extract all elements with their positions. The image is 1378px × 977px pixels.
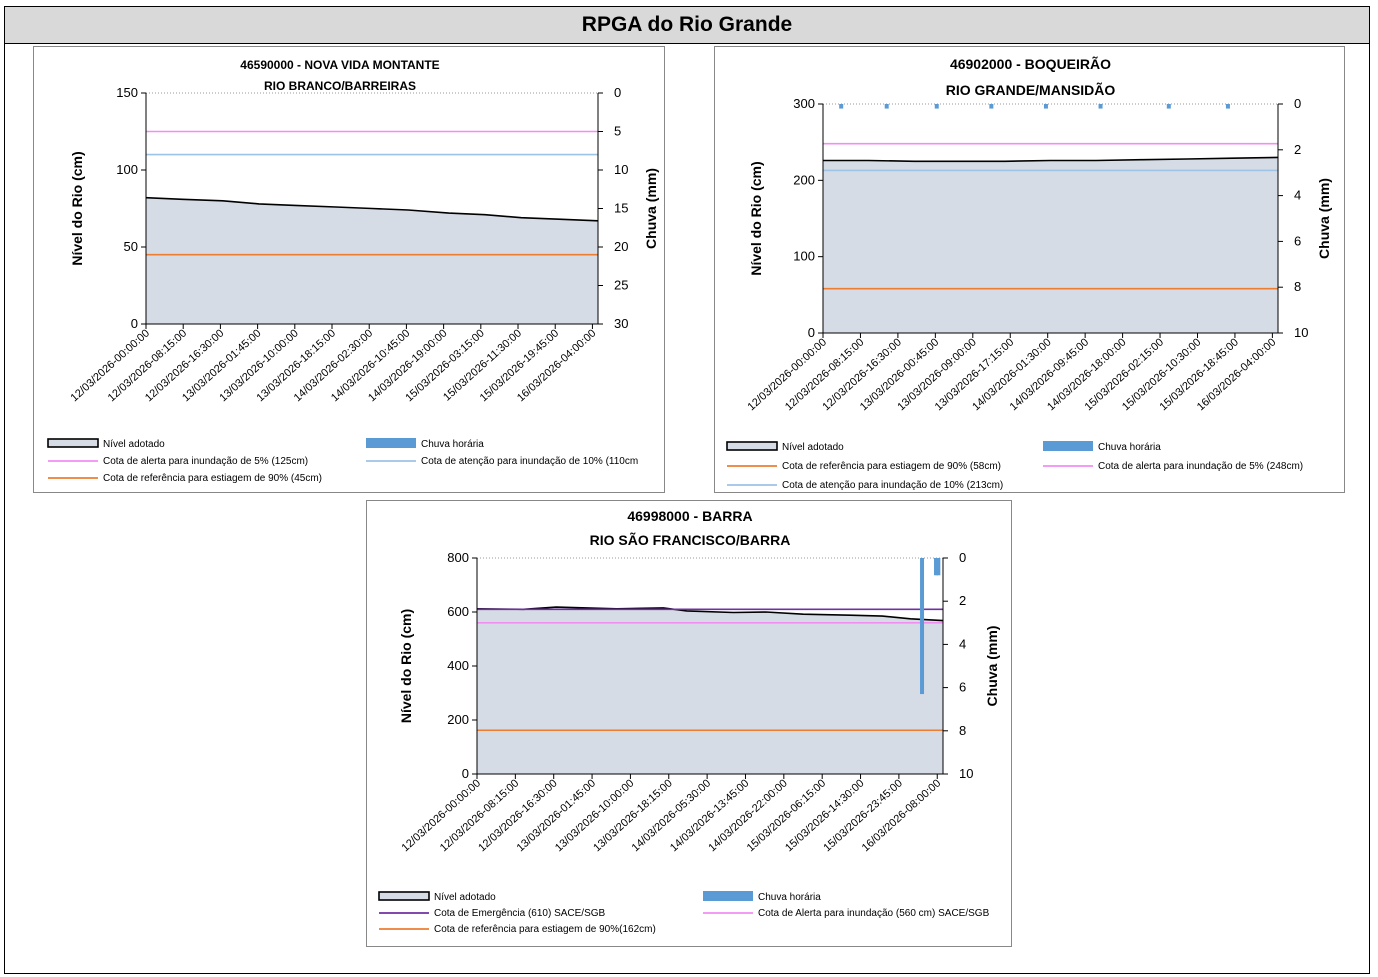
legend-swatch-level <box>378 891 430 901</box>
legend-label-ref: Cota de Alerta para inundação (560 cm) S… <box>758 908 990 919</box>
y-tick-label: 100 <box>116 162 138 177</box>
legend-swatch-level <box>726 441 778 451</box>
page-title: RPGA do Rio Grande <box>5 7 1369 44</box>
y-axis-label: Nível do Rio (cm) <box>748 161 764 275</box>
legend-label-ref: Cota de atenção para inundação de 10% (1… <box>421 456 638 467</box>
y-tick-label: 800 <box>447 550 469 565</box>
legend-label-rain: Chuva horária <box>758 892 821 903</box>
legend-label-ref: Cota de referência para estiagem de 90% … <box>782 461 1001 472</box>
y2-axis-label: Chuva (mm) <box>984 626 1000 707</box>
y-tick-label: 200 <box>793 172 815 187</box>
y2-axis-label: Chuva (mm) <box>643 168 659 249</box>
rain-bar <box>1225 104 1230 109</box>
y2-tick-label: 0 <box>614 85 621 100</box>
y2-tick-label: 10 <box>959 766 973 781</box>
y2-tick-label: 6 <box>959 680 966 695</box>
chart-subtitle: RIO SÃO FRANCISCO/BARRA <box>590 531 791 548</box>
y-tick-label: 0 <box>462 766 469 781</box>
y2-tick-label: 20 <box>614 239 628 254</box>
rain-bar <box>1098 104 1103 109</box>
y2-tick-label: 6 <box>1294 233 1301 248</box>
y2-tick-label: 5 <box>614 124 621 139</box>
y2-tick-label: 0 <box>959 550 966 565</box>
rain-bar <box>884 104 889 109</box>
y2-tick-label: 8 <box>1294 279 1301 294</box>
chart-nova-vida: 46590000 - NOVA VIDA MONTANTE RIO BRANCO/… <box>33 46 665 493</box>
chart-title: 46902000 - BOQUEIRÃO <box>950 55 1111 72</box>
legend-label-rain: Chuva horária <box>421 439 484 450</box>
y2-tick-label: 25 <box>614 278 628 293</box>
y-tick-label: 150 <box>116 85 138 100</box>
rain-bar <box>839 104 844 109</box>
rain-bar <box>934 104 939 109</box>
level-line <box>823 156 1279 163</box>
rain-bar <box>920 558 925 695</box>
legend-label-level: Nível adotado <box>434 892 496 903</box>
y-axis-label: Nível do Rio (cm) <box>398 609 414 723</box>
page-frame: RPGA do Rio Grande <box>4 6 1370 974</box>
y-tick-label: 300 <box>793 96 815 111</box>
legend-label-ref: Cota de referência para estiagem de 90%(… <box>434 924 656 935</box>
y2-tick-label: 10 <box>1294 325 1308 340</box>
chart-svg: 46998000 - BARRA RIO SÃO FRANCISCO/BARRA 0… <box>378 508 1000 935</box>
legend-label-ref: Cota de alerta para inundação de 5% (125… <box>103 456 308 467</box>
y-tick-label: 0 <box>808 325 815 340</box>
chart-barra: 46998000 - BARRA RIO SÃO FRANCISCO/BARRA 0… <box>366 500 1012 947</box>
chart-subtitle: RIO GRANDE/MANSIDÃO <box>946 81 1116 98</box>
legend-label-ref: Cota de referência para estiagem de 90% … <box>103 473 322 484</box>
legend-label-ref: Cota de Emergência (610) SACE/SGB <box>434 908 606 919</box>
legend-swatch-rain <box>1043 441 1093 451</box>
legend-swatch-rain <box>366 438 416 448</box>
chart-svg: 46590000 - NOVA VIDA MONTANTE RIO BRANCO/… <box>47 58 659 484</box>
y-tick-label: 100 <box>793 249 815 264</box>
y2-tick-label: 2 <box>1294 142 1301 157</box>
y-tick-label: 200 <box>447 712 469 727</box>
legend-swatch-rain <box>703 891 753 901</box>
y-axis-label: Nível do Rio (cm) <box>69 151 85 265</box>
level-area <box>146 197 598 324</box>
legend-label-ref: Cota de atenção para inundação de 10% (2… <box>782 480 1003 491</box>
chart-boqueirao: 46902000 - BOQUEIRÃO RIO GRANDE/MANSIDÃO 0… <box>714 46 1345 493</box>
y-tick-label: 50 <box>124 239 138 254</box>
legend-label-rain: Chuva horária <box>1098 442 1161 453</box>
y-tick-label: 600 <box>447 604 469 619</box>
level-area <box>823 157 1278 333</box>
level-area <box>477 607 943 774</box>
y2-tick-label: 10 <box>614 162 628 177</box>
rain-bar <box>936 558 941 576</box>
level-line <box>476 606 944 622</box>
y2-tick-label: 30 <box>614 316 628 331</box>
y-tick-label: 400 <box>447 658 469 673</box>
y2-tick-label: 15 <box>614 201 628 216</box>
y2-tick-label: 8 <box>959 723 966 738</box>
chart-title: 46998000 - BARRA <box>627 508 752 524</box>
chart-svg: 46902000 - BOQUEIRÃO RIO GRANDE/MANSIDÃO 0… <box>726 55 1332 491</box>
chart-title: 46590000 - NOVA VIDA MONTANTE <box>240 58 439 72</box>
chart-subtitle: RIO BRANCO/BARREIRAS <box>264 79 416 93</box>
y2-tick-label: 0 <box>1294 96 1301 111</box>
y2-tick-label: 2 <box>959 593 966 608</box>
rain-bar <box>1166 104 1171 109</box>
legend-swatch-level <box>47 438 99 448</box>
legend-label-level: Nível adotado <box>782 442 844 453</box>
legend-label-ref: Cota de alerta para inundação de 5% (248… <box>1098 461 1303 472</box>
rain-bar <box>989 104 994 109</box>
level-line <box>145 196 599 222</box>
y2-tick-label: 4 <box>959 636 966 651</box>
y2-tick-label: 4 <box>1294 188 1301 203</box>
y-tick-label: 0 <box>131 316 138 331</box>
rain-bar <box>1043 104 1048 109</box>
rain-bar <box>934 558 939 576</box>
legend-label-level: Nível adotado <box>103 439 165 450</box>
y2-axis-label: Chuva (mm) <box>1316 178 1332 259</box>
